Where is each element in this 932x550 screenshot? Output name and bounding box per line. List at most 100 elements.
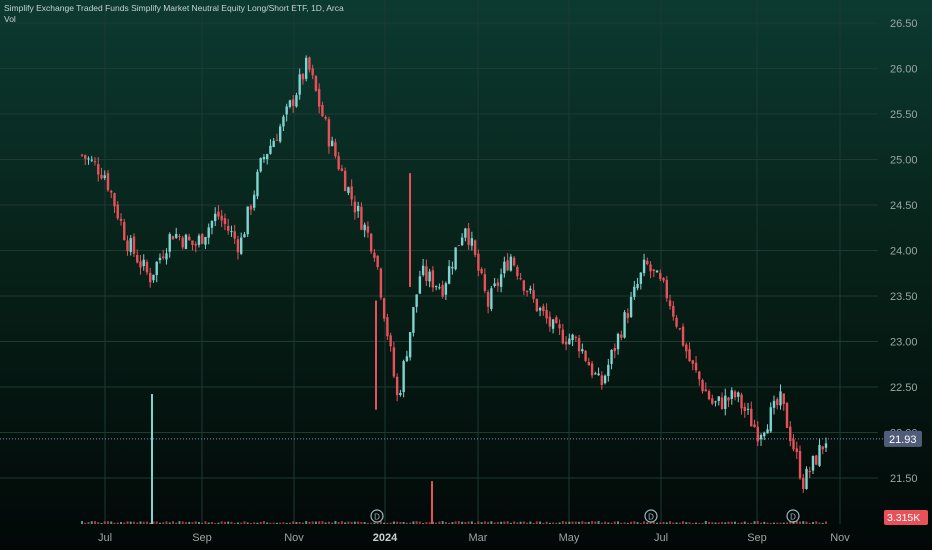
candle-body bbox=[438, 287, 441, 289]
candle-body bbox=[509, 256, 513, 271]
candle-body bbox=[288, 100, 292, 107]
volume-bars bbox=[81, 394, 827, 524]
dividend-marker[interactable]: D bbox=[370, 509, 384, 523]
volume-bar bbox=[626, 522, 629, 524]
volume-bar bbox=[636, 522, 639, 524]
candle-body bbox=[486, 292, 490, 307]
candle-body bbox=[737, 392, 740, 397]
volume-bar bbox=[155, 521, 158, 524]
volume-bar bbox=[802, 521, 805, 524]
candle-body bbox=[425, 266, 428, 281]
price-axis[interactable]: 26.50 26.00 25.50 25.00 24.50 24.00 23.50 23.00… bbox=[884, 18, 928, 525]
volume-bar bbox=[334, 521, 337, 524]
volume-spike-bar bbox=[151, 394, 153, 524]
volume-bar bbox=[217, 522, 220, 524]
candle-body bbox=[451, 266, 454, 269]
candle-body bbox=[772, 400, 776, 408]
volume-bar bbox=[539, 521, 542, 524]
volume-bar bbox=[669, 521, 672, 524]
volume-bar bbox=[532, 522, 535, 524]
candle-body bbox=[330, 140, 334, 147]
candle-body bbox=[577, 338, 581, 352]
volume-bar bbox=[399, 522, 402, 524]
volume-bar bbox=[461, 521, 464, 524]
candle-body bbox=[704, 389, 707, 392]
volume-bar bbox=[727, 521, 730, 524]
candle-body bbox=[80, 154, 84, 156]
volume-bar bbox=[321, 521, 324, 524]
candle-body bbox=[512, 257, 516, 266]
candle-body bbox=[275, 139, 279, 141]
candle-body bbox=[555, 317, 558, 324]
volume-bar bbox=[769, 522, 772, 524]
candle-body bbox=[759, 434, 763, 440]
candle-body bbox=[746, 408, 750, 410]
dividend-marker[interactable]: D bbox=[786, 509, 800, 523]
volume-bar bbox=[698, 522, 701, 524]
volume-bar bbox=[581, 521, 584, 524]
candle-body bbox=[191, 240, 194, 246]
volume-bar bbox=[519, 521, 522, 524]
volume-bar bbox=[347, 521, 350, 524]
volume-bar bbox=[571, 521, 574, 524]
volume-bar bbox=[688, 522, 691, 524]
volume-bar bbox=[685, 522, 688, 524]
volume-bar bbox=[441, 521, 444, 524]
volume-bar bbox=[675, 522, 678, 524]
volume-bar bbox=[506, 521, 509, 524]
candle-body bbox=[727, 397, 730, 401]
volume-bar bbox=[487, 521, 490, 524]
volume-bar bbox=[168, 522, 171, 524]
volume-bar bbox=[795, 521, 798, 524]
volume-bar bbox=[308, 521, 311, 524]
volume-bar bbox=[480, 522, 483, 524]
volume-bar bbox=[412, 521, 415, 524]
volume-badge bbox=[884, 510, 928, 525]
candle-body bbox=[792, 439, 795, 450]
volume-bar bbox=[513, 521, 516, 524]
volume-bar bbox=[818, 522, 821, 524]
volume-bar bbox=[558, 522, 561, 524]
volume-bar bbox=[269, 522, 272, 524]
candle-body bbox=[165, 253, 168, 260]
candle-body bbox=[337, 156, 340, 170]
time-axis[interactable]: Jul Sep Nov 2024 Mar May Jul Sep Nov bbox=[98, 532, 850, 544]
volume-bar bbox=[292, 521, 295, 524]
symbol-title: Simplify Exchange Traded Funds Simplify … bbox=[4, 3, 344, 13]
candle-body bbox=[766, 429, 769, 434]
volume-bar bbox=[243, 521, 246, 524]
time-tick-label: Mar bbox=[469, 532, 488, 544]
volume-bar bbox=[90, 521, 93, 524]
candle-body bbox=[246, 206, 249, 235]
volume-bar bbox=[623, 522, 626, 524]
candle-body bbox=[113, 193, 116, 207]
volume-bar bbox=[126, 521, 129, 524]
candle-body bbox=[408, 332, 412, 358]
candle-body bbox=[688, 349, 691, 362]
volume-bar bbox=[253, 522, 256, 524]
volume-bar bbox=[815, 521, 818, 524]
volume-bar bbox=[740, 522, 743, 524]
candle-body bbox=[110, 190, 113, 193]
volume-bar bbox=[500, 521, 503, 524]
volume-bar bbox=[750, 522, 753, 524]
volume-bar bbox=[591, 521, 594, 524]
price-tick-label: 24.50 bbox=[890, 200, 918, 212]
candle-body bbox=[412, 307, 415, 333]
candle-body bbox=[681, 326, 685, 346]
volume-bar bbox=[279, 522, 282, 524]
candle-body bbox=[496, 282, 500, 286]
candle-body bbox=[441, 285, 444, 297]
candle-body bbox=[103, 175, 106, 179]
volume-bar bbox=[327, 521, 330, 524]
dividend-marker[interactable]: D bbox=[644, 509, 658, 523]
candle-body bbox=[457, 245, 461, 247]
candle-body bbox=[815, 455, 818, 465]
candle-body bbox=[373, 252, 376, 258]
volume-bar bbox=[760, 522, 763, 524]
volume-bar bbox=[665, 522, 668, 524]
volume-bar bbox=[470, 521, 473, 524]
candle-body bbox=[178, 236, 181, 238]
